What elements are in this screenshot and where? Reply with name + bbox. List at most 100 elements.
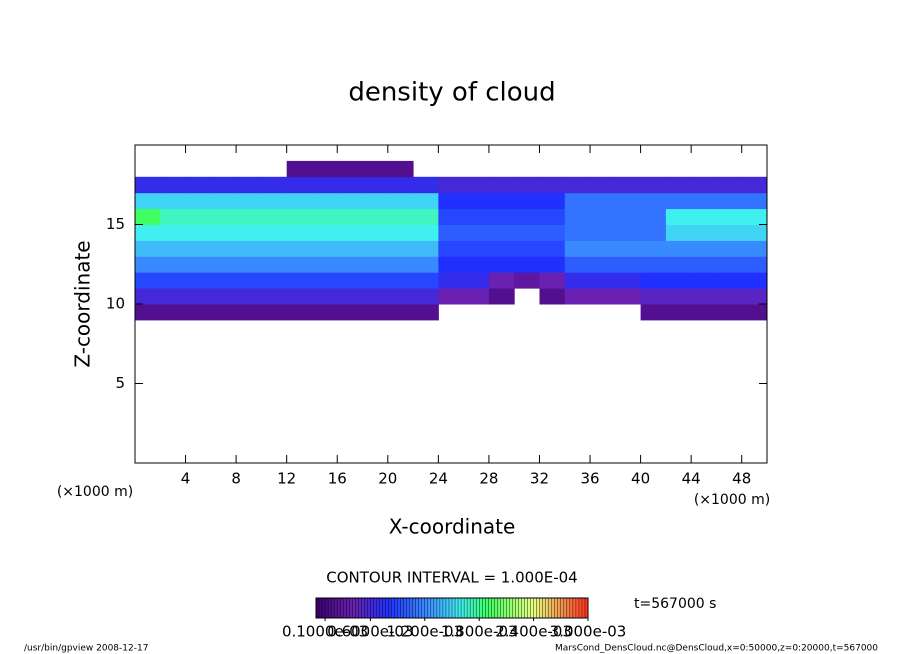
cell xyxy=(413,240,439,257)
cell xyxy=(665,288,692,305)
cell xyxy=(741,256,768,273)
x-tick-label: 8 xyxy=(231,470,241,488)
cell xyxy=(539,256,566,273)
cell xyxy=(337,304,364,321)
cell xyxy=(236,192,262,210)
cell xyxy=(488,288,515,305)
cell xyxy=(387,160,414,178)
cell xyxy=(463,224,490,241)
cell xyxy=(463,176,490,194)
cell xyxy=(362,256,389,273)
cell xyxy=(539,176,566,194)
cell xyxy=(615,288,642,305)
cell xyxy=(387,208,414,225)
colorbar-tick-label: 3.000e-03 xyxy=(550,623,627,641)
cell xyxy=(337,256,364,273)
cell xyxy=(160,272,187,289)
cell xyxy=(691,304,717,321)
cell xyxy=(362,304,389,321)
x-unit: (×1000 m) xyxy=(694,492,770,508)
cell xyxy=(413,208,439,225)
cell xyxy=(640,208,667,225)
cell xyxy=(387,272,414,289)
cell xyxy=(590,208,616,225)
cell xyxy=(135,288,161,305)
cell xyxy=(716,224,743,241)
cell xyxy=(286,224,313,241)
cell xyxy=(463,288,490,305)
cell xyxy=(488,192,515,210)
cell xyxy=(691,256,717,273)
chart-title: density of cloud xyxy=(348,78,555,108)
cell xyxy=(564,176,591,194)
cell xyxy=(741,240,768,257)
cell xyxy=(261,240,288,257)
cell xyxy=(210,240,237,257)
cell xyxy=(286,240,313,257)
x-tick-label: 24 xyxy=(429,470,448,488)
cell xyxy=(311,304,338,321)
cell xyxy=(741,304,768,321)
cell xyxy=(539,240,566,257)
cell xyxy=(311,272,338,289)
cell xyxy=(438,224,465,241)
cell xyxy=(463,240,490,257)
cell xyxy=(311,288,338,305)
cell xyxy=(741,272,768,289)
cell xyxy=(311,256,338,273)
cell xyxy=(590,256,616,273)
cell xyxy=(311,240,338,257)
cell xyxy=(514,224,540,241)
cell xyxy=(691,224,717,241)
cell xyxy=(236,256,262,273)
cell xyxy=(665,256,692,273)
cell xyxy=(261,304,288,321)
cell xyxy=(463,208,490,225)
cell xyxy=(691,176,717,194)
cell xyxy=(160,240,187,257)
cell xyxy=(362,176,389,194)
cell xyxy=(716,208,743,225)
cell xyxy=(185,272,212,289)
cell xyxy=(691,240,717,257)
cell xyxy=(590,272,616,289)
cell xyxy=(615,208,642,225)
x-tick-label: 40 xyxy=(631,470,650,488)
cell xyxy=(665,304,692,321)
cell xyxy=(160,176,187,194)
cell xyxy=(261,272,288,289)
cell xyxy=(337,160,364,178)
cell xyxy=(261,208,288,225)
cell xyxy=(135,192,161,210)
cell xyxy=(640,176,667,194)
cell xyxy=(362,208,389,225)
x-tick-label: 16 xyxy=(328,470,347,488)
cell xyxy=(387,288,414,305)
cell xyxy=(362,224,389,241)
cell xyxy=(210,176,237,194)
cell xyxy=(640,304,667,321)
x-tick-label: 32 xyxy=(530,470,549,488)
cell xyxy=(691,208,717,225)
cell xyxy=(387,224,414,241)
cell xyxy=(615,256,642,273)
cell xyxy=(185,288,212,305)
contour-interval: CONTOUR INTERVAL = 1.000E-04 xyxy=(326,569,577,587)
cell xyxy=(514,192,540,210)
footer-left: /usr/bin/gpview 2008-12-17 xyxy=(24,644,148,654)
colorbar-tick-label: 0.6000e-03 xyxy=(327,623,413,641)
cell xyxy=(337,208,364,225)
cell xyxy=(716,304,743,321)
cell xyxy=(539,224,566,241)
cell xyxy=(210,256,237,273)
cell xyxy=(514,272,540,289)
cell xyxy=(665,208,692,225)
y-tick-label: 5 xyxy=(115,374,125,392)
cell xyxy=(413,256,439,273)
cell xyxy=(413,176,439,194)
cell xyxy=(210,224,237,241)
cell xyxy=(185,176,212,194)
cell xyxy=(286,256,313,273)
cell xyxy=(210,304,237,321)
cell xyxy=(640,272,667,289)
